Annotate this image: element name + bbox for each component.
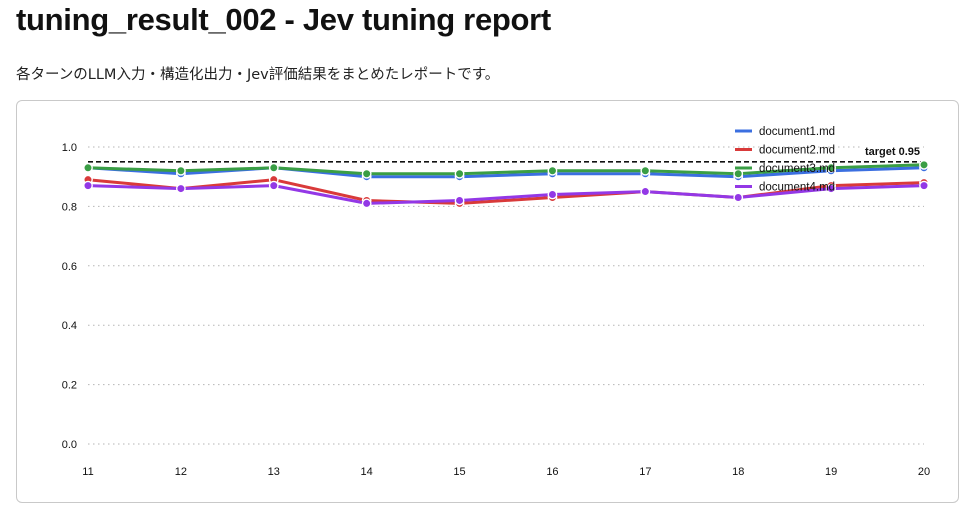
data-point	[640, 165, 651, 176]
page-title: tuning_result_002 - Jev tuning report	[16, 2, 551, 37]
data-point	[361, 198, 372, 209]
target-label-background	[861, 144, 923, 159]
data-point	[547, 189, 558, 200]
x-tick-label: 13	[268, 466, 280, 478]
data-point	[826, 183, 837, 194]
x-tick-label: 15	[453, 466, 465, 478]
data-point	[733, 168, 744, 179]
y-tick-label: 1.0	[62, 142, 77, 154]
y-tick-label: 0.4	[62, 320, 77, 332]
data-point	[83, 180, 93, 191]
legend-label: document4.md	[759, 182, 835, 194]
legend-label: document2.md	[759, 145, 835, 157]
x-tick-label: 20	[918, 466, 930, 478]
y-tick-label: 0.2	[62, 380, 77, 392]
x-tick-label: 18	[732, 466, 744, 478]
data-point	[919, 180, 929, 191]
legend: document1.md document2.md document3.md docu…	[735, 126, 835, 194]
page-subtitle: 各ターンのLLM入力・構造化出力・Jev評価結果をまとめたレポートです。	[16, 67, 500, 83]
x-tick-label: 12	[175, 466, 187, 478]
series-line-4	[86, 184, 926, 205]
data-point	[547, 165, 558, 176]
data-point	[175, 165, 186, 176]
y-tick-label: 0.0	[62, 439, 77, 451]
x-tick-label: 14	[361, 466, 373, 478]
legend-label: document3.md	[759, 163, 835, 175]
data-point	[361, 168, 372, 179]
line-chart: 0.0 0.2 0.4 0.6 0.8 1.0 11 12 13 14 15 16 17 18 19 20 do…	[62, 126, 930, 478]
x-tick-label: 17	[639, 466, 651, 478]
chart-card: 0.0 0.2 0.4 0.6 0.8 1.0 11 12 13 14 15 16 17 18 19 20 do…	[16, 100, 959, 503]
data-point	[733, 192, 744, 203]
data-point	[454, 195, 465, 206]
data-point	[83, 162, 93, 173]
data-point	[175, 183, 186, 194]
y-tick-label: 0.8	[62, 201, 77, 213]
data-point	[268, 162, 279, 173]
target-label: target 0.95	[865, 146, 920, 158]
legend-label: document1.md	[759, 126, 835, 138]
x-tick-label: 11	[82, 466, 93, 478]
y-tick-label: 0.6	[62, 261, 77, 273]
data-point	[268, 180, 279, 191]
series-line-3	[86, 163, 926, 176]
data-point	[826, 162, 837, 173]
data-point	[454, 168, 465, 179]
x-tick-label: 19	[825, 466, 837, 478]
data-point	[919, 159, 929, 170]
data-point	[640, 186, 651, 197]
x-tick-label: 16	[546, 466, 558, 478]
